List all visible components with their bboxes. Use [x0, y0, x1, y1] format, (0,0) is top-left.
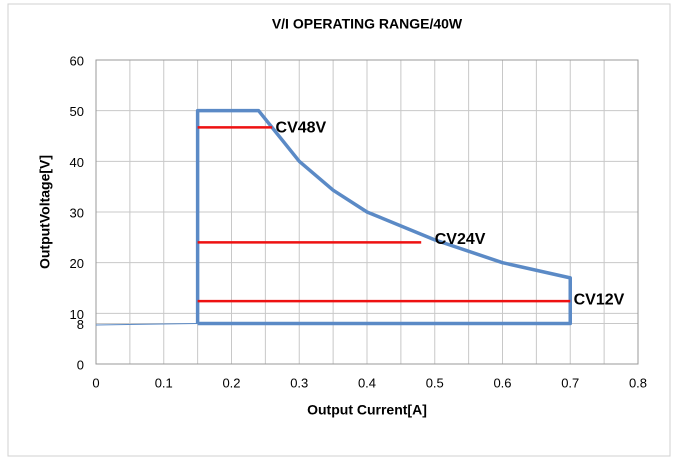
x-tick-label: 0.1: [155, 375, 173, 390]
y-tick-label: 40: [70, 155, 84, 170]
plot-border: [95, 59, 639, 365]
y-tick-label: 50: [70, 104, 84, 119]
x-tick-label: 0.7: [561, 375, 579, 390]
x-tick-label: 0.5: [426, 375, 444, 390]
x-tick-label: 0.2: [222, 375, 240, 390]
y-tick-label: 30: [70, 205, 84, 220]
y-tick-label: 0: [77, 357, 84, 372]
series-line: [195, 108, 572, 326]
annotation: CV48V: [276, 120, 327, 137]
x-tick-label: 0.8: [629, 375, 647, 390]
y-tick-label: 10: [70, 307, 84, 322]
series-line: [95, 322, 198, 326]
x-tick-label: 0: [92, 375, 99, 390]
chart-title: V/I OPERATING RANGE/40W: [272, 16, 463, 32]
y-tick-label: 20: [70, 256, 84, 271]
x-tick-label: 0.6: [493, 375, 511, 390]
y-tick-label: 8: [77, 317, 84, 332]
annotation: CV24V: [435, 231, 486, 248]
chart-border: [7, 3, 671, 457]
x-tick-label: 0.3: [290, 375, 308, 390]
x-axis-label: Output Current[A]: [307, 402, 427, 418]
y-axis-label: OutputVoltage[V]: [37, 155, 53, 269]
annotation: CV12V: [574, 291, 625, 308]
x-tick-label: 0.4: [358, 375, 376, 390]
y-tick-label: 60: [70, 53, 84, 68]
